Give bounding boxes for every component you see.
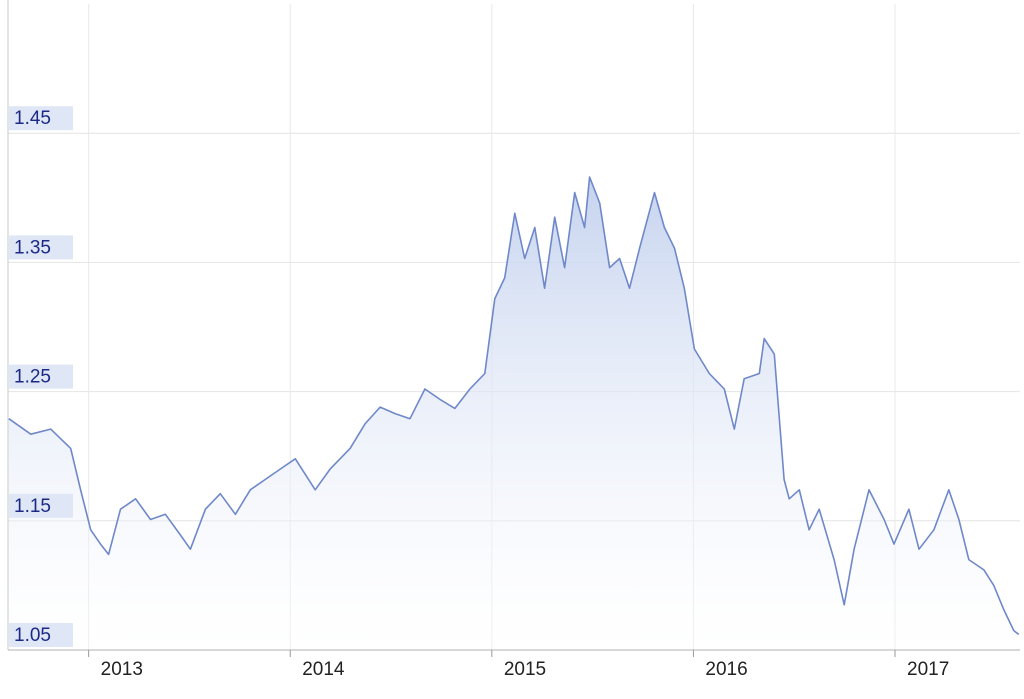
x-tick-label: 2014 xyxy=(302,659,345,680)
x-tick-label: 2017 xyxy=(907,659,949,680)
x-tick-label: 2016 xyxy=(705,659,747,680)
y-tick-label: 1.45 xyxy=(14,108,51,129)
y-tick-label: 1.35 xyxy=(14,237,51,258)
y-tick-label: 1.25 xyxy=(14,367,51,388)
y-tick-label: 1.05 xyxy=(14,625,51,646)
y-tick-label-bg xyxy=(9,623,73,647)
y-tick-label-bg xyxy=(9,493,73,518)
y-tick-label: 1.15 xyxy=(14,496,51,517)
axes: 2013 2014 2015 2016 2017 1.05 1.15 1.25 1.35 1.45 xyxy=(7,0,1020,680)
line xyxy=(8,176,1020,636)
y-tick-label-bg xyxy=(9,106,73,131)
x-tick-label: 2013 xyxy=(101,659,143,680)
area-fill xyxy=(8,177,1019,650)
y-tick-label-bg xyxy=(9,235,73,260)
plot xyxy=(8,176,1020,650)
y-tick-label-bg xyxy=(9,364,73,389)
x-tick-label: 2015 xyxy=(504,659,546,680)
